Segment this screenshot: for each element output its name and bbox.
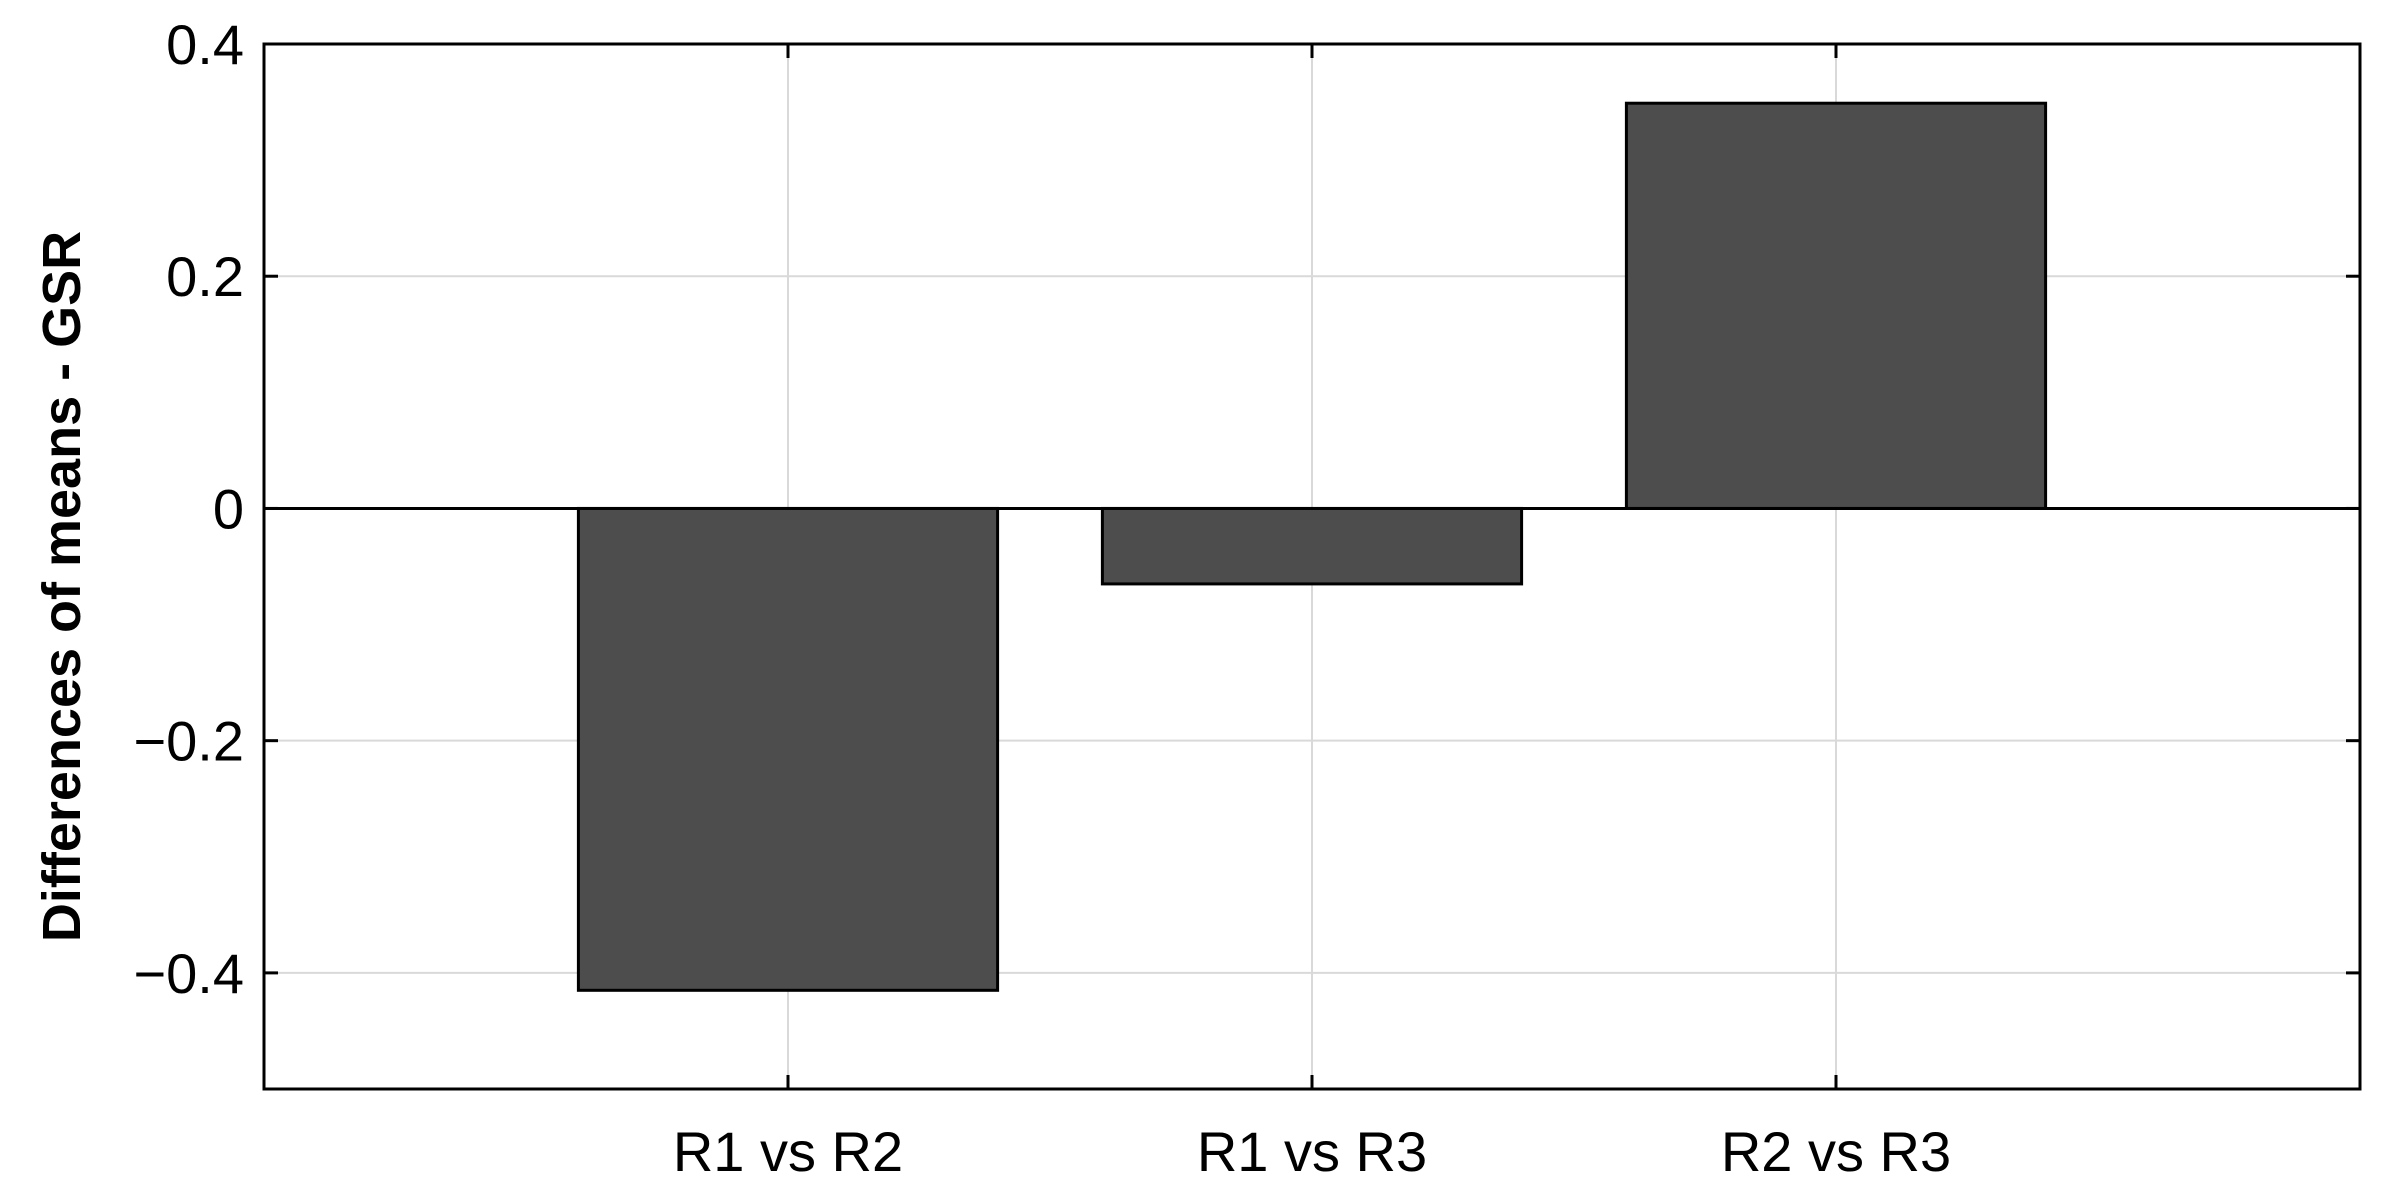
y-tick-label: −0.2 <box>133 710 244 773</box>
y-tick-label: 0 <box>213 477 244 540</box>
bar-r1-vs-r2 <box>576 506 1000 992</box>
x-tick-label: R2 vs R3 <box>1721 1120 1951 1183</box>
y-tick-labels: −0.4 −0.2 0 0.2 0.4 <box>133 13 244 1005</box>
y-axis-title: Differences of means - GSR <box>32 231 92 942</box>
plot-area-frame <box>262 42 2362 1091</box>
bar-r2-vs-r3 <box>1624 101 2048 510</box>
bars <box>576 101 2048 992</box>
bar-r1-vs-r3 <box>1100 506 1524 586</box>
x-tick-label: R1 vs R2 <box>673 1120 903 1183</box>
y-tick-label: 0.2 <box>166 245 244 308</box>
y-tick-label: −0.4 <box>133 942 244 1005</box>
x-tick-labels: R1 vs R2 R1 vs R3 R2 vs R3 <box>673 1120 1951 1183</box>
y-tick-label: 0.4 <box>166 13 244 76</box>
x-tick-label: R1 vs R3 <box>1197 1120 1427 1183</box>
